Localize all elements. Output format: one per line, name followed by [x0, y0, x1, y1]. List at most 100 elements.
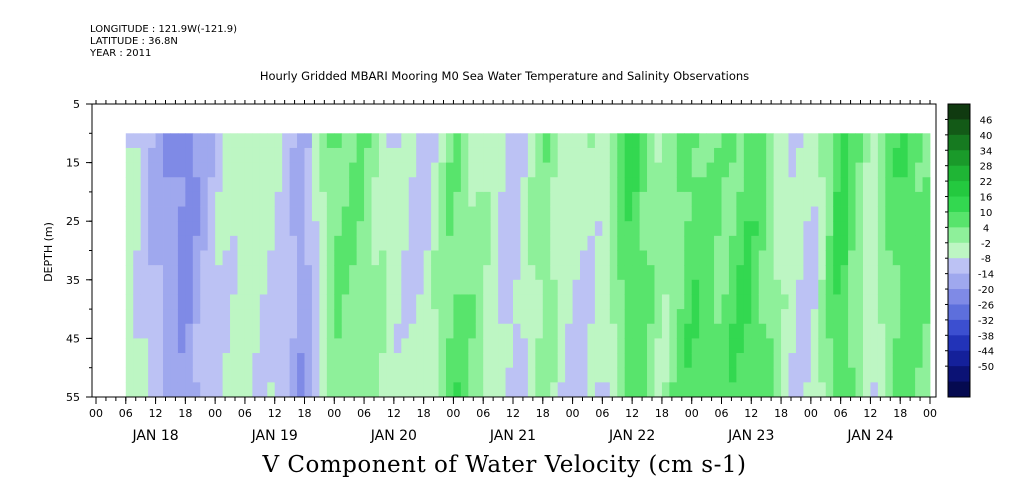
heat-cell — [825, 147, 834, 163]
heat-cell — [639, 191, 648, 207]
heat-cell — [490, 309, 499, 325]
heat-cell — [133, 235, 142, 251]
heat-cell — [758, 250, 767, 266]
heat-cell — [788, 309, 797, 325]
heat-cell — [862, 177, 871, 193]
heat-cell — [848, 133, 856, 149]
heat-cell — [743, 294, 752, 310]
heat-cell — [728, 279, 737, 295]
heat-cell — [334, 221, 343, 237]
heat-cell — [587, 221, 596, 237]
heat-cell — [795, 162, 804, 178]
heat-cell — [423, 191, 432, 207]
heat-cell — [803, 250, 812, 266]
heat-cell — [788, 367, 797, 383]
heat-cell — [862, 265, 871, 281]
heat-cell — [378, 353, 387, 369]
heat-cell — [192, 309, 201, 325]
heat-cell — [364, 177, 372, 193]
heat-cell — [431, 206, 439, 222]
heat-cell — [170, 294, 179, 310]
heat-cell — [148, 338, 156, 354]
heat-cell — [900, 294, 909, 310]
heat-cell — [669, 162, 678, 178]
heat-cell — [222, 162, 231, 178]
heat-cell — [699, 382, 708, 397]
heat-cell — [691, 235, 700, 251]
heat-cell — [639, 265, 648, 281]
x-tick-label: 06 — [476, 407, 490, 420]
heat-cell — [215, 367, 223, 383]
heat-cell — [267, 221, 276, 237]
heat-cell — [609, 323, 618, 339]
heat-cell — [833, 367, 842, 383]
heat-cell — [475, 147, 484, 163]
heat-cell — [326, 382, 335, 397]
heat-cell — [684, 133, 693, 149]
heat-cell — [654, 133, 663, 149]
heat-cell — [401, 309, 410, 325]
heat-cell — [788, 147, 797, 163]
heat-cell — [304, 309, 313, 325]
heat-cell — [572, 309, 581, 325]
heat-cell — [282, 250, 291, 266]
heat-cell — [743, 309, 752, 325]
heat-cell — [311, 162, 320, 178]
heat-cell — [714, 177, 722, 193]
heat-cell — [475, 279, 484, 295]
heat-cell — [885, 221, 894, 237]
heat-cell — [848, 250, 856, 266]
heat-cell — [535, 353, 544, 369]
heat-cell — [222, 250, 231, 266]
heat-cell — [490, 221, 499, 237]
heat-cell — [892, 294, 901, 310]
heat-cell — [267, 323, 276, 339]
heat-cell — [758, 382, 767, 397]
heat-cell — [810, 206, 819, 222]
heat-cell — [848, 147, 856, 163]
heat-cell — [743, 323, 752, 339]
heat-cell — [892, 221, 901, 237]
heat-cell — [371, 294, 380, 310]
heat-cell — [125, 133, 134, 149]
heat-cell — [267, 338, 276, 354]
heat-cell — [513, 206, 521, 222]
heat-cell — [848, 162, 856, 178]
heat-cell — [230, 338, 238, 354]
y-tick-label: 25 — [66, 215, 80, 228]
heat-cell — [267, 191, 276, 207]
heat-cell — [386, 309, 395, 325]
heat-cell — [795, 338, 804, 354]
heat-cell — [490, 235, 499, 251]
heat-cell — [527, 382, 536, 397]
heat-cell — [349, 177, 358, 193]
heat-cell — [825, 133, 834, 149]
heat-cell — [565, 235, 573, 251]
colorbar-band — [948, 150, 970, 167]
heat-cell — [252, 191, 261, 207]
heat-cell — [207, 133, 216, 149]
heat-cell — [431, 162, 439, 178]
heat-cell — [304, 250, 313, 266]
heat-cell — [125, 309, 134, 325]
heat-cell — [721, 221, 730, 237]
heat-cell — [877, 162, 886, 178]
heat-cell — [148, 133, 156, 149]
heat-cell — [505, 221, 514, 237]
heat-cell — [862, 367, 871, 383]
heat-cell — [565, 279, 573, 295]
heat-cell — [483, 309, 492, 325]
heat-cell — [267, 309, 276, 325]
heat-cell — [259, 309, 268, 325]
heat-cell — [632, 382, 640, 397]
heat-cell — [460, 162, 469, 178]
heat-cell — [200, 177, 209, 193]
colorbar-band — [948, 165, 970, 182]
heat-cell — [855, 133, 864, 149]
heat-cell — [267, 147, 276, 163]
heat-cell — [848, 265, 856, 281]
heat-cell — [714, 294, 722, 310]
heat-cell — [311, 235, 320, 251]
heat-cell — [855, 294, 864, 310]
heat-cell — [222, 177, 231, 193]
